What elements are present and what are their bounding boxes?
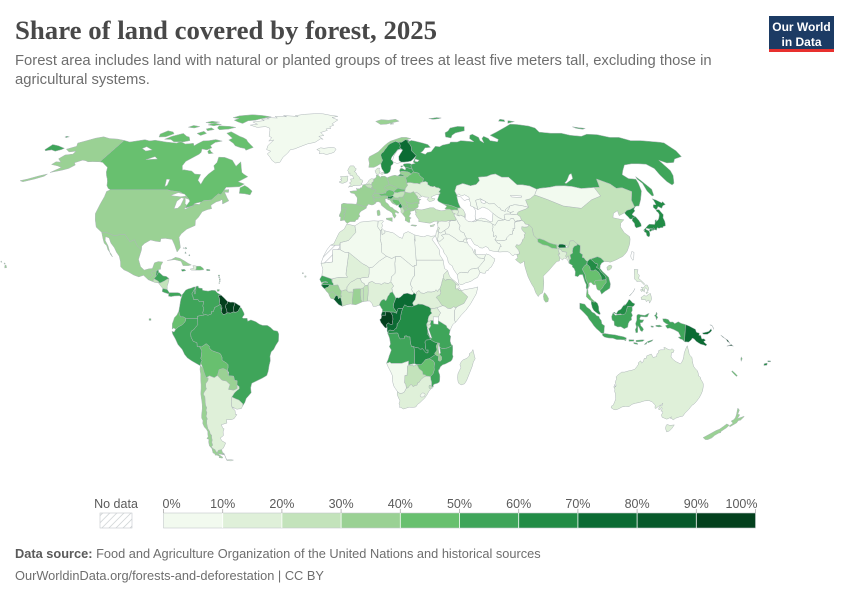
svg-text:10%: 10% <box>210 497 235 511</box>
svg-text:90%: 90% <box>684 497 709 511</box>
svg-text:60%: 60% <box>506 497 531 511</box>
svg-text:No data: No data <box>94 497 138 511</box>
svg-text:30%: 30% <box>329 497 354 511</box>
svg-text:0%: 0% <box>163 497 181 511</box>
svg-text:40%: 40% <box>388 497 413 511</box>
svg-text:100%: 100% <box>726 497 758 511</box>
svg-text:80%: 80% <box>625 497 650 511</box>
svg-text:70%: 70% <box>565 497 590 511</box>
svg-text:20%: 20% <box>269 497 294 511</box>
svg-text:50%: 50% <box>447 497 472 511</box>
